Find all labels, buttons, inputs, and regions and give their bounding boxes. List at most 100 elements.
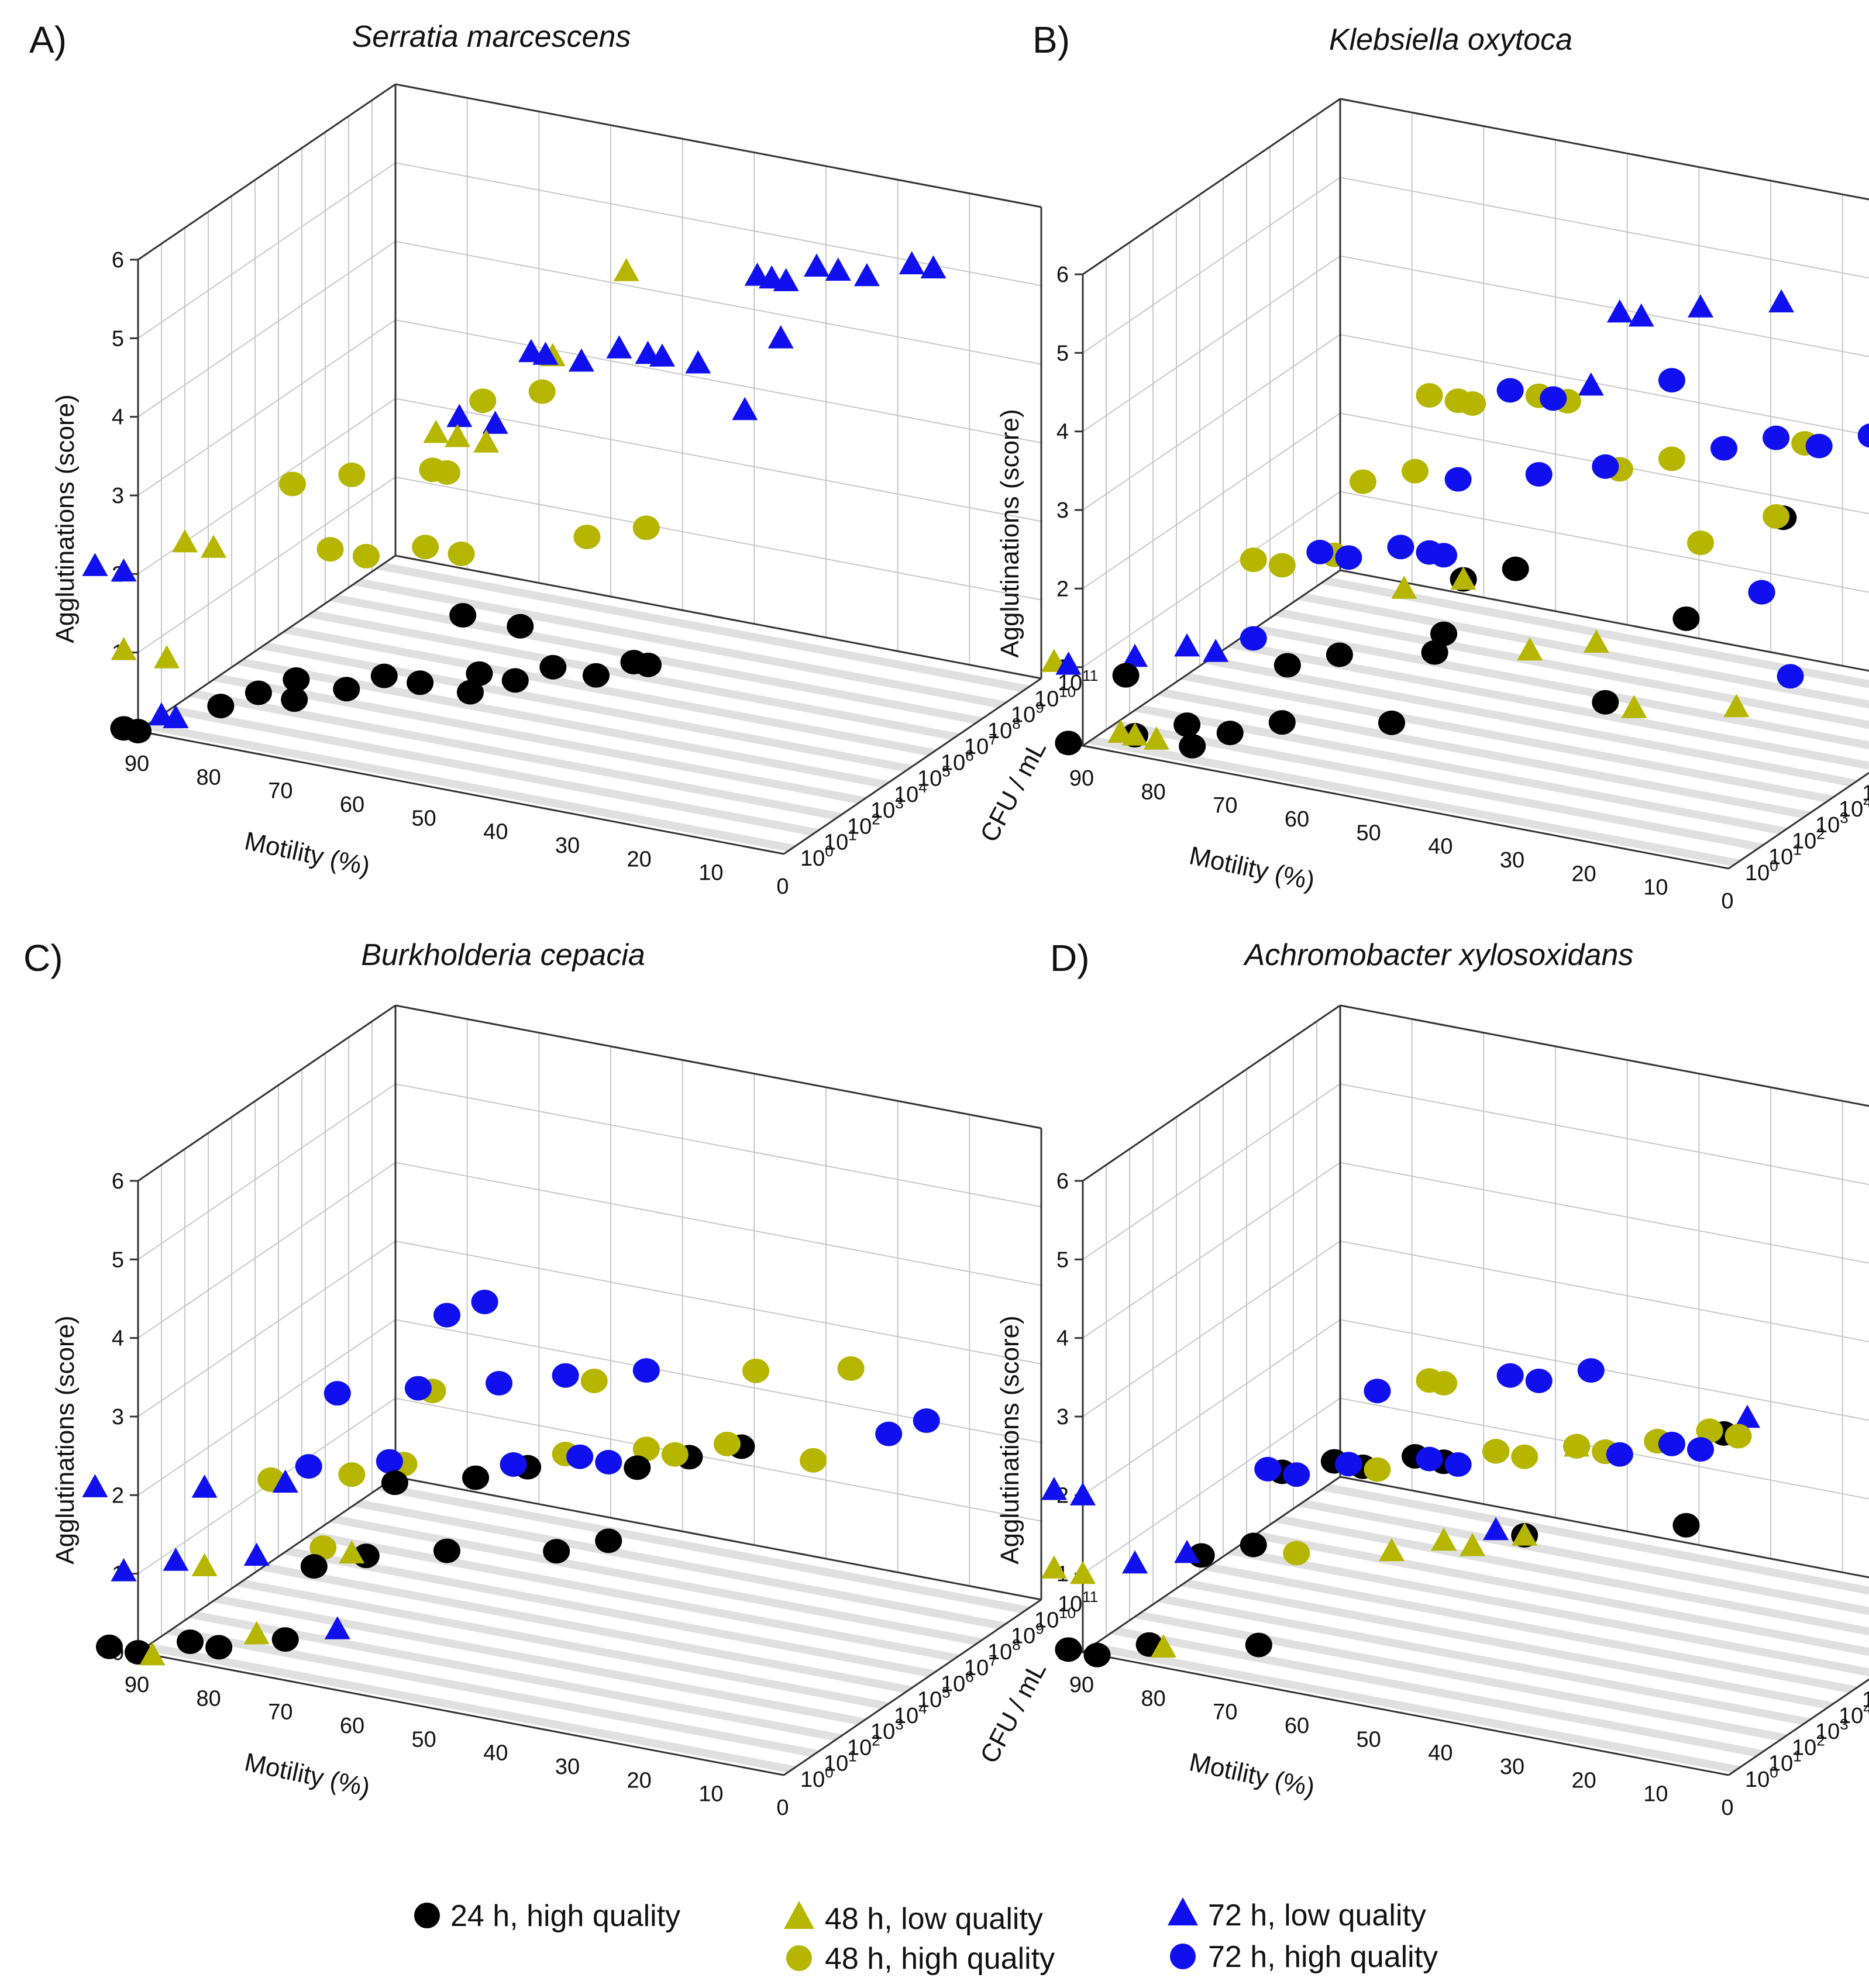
p1-x-tick-label: 0 [1721,889,1733,914]
p2-point-24-h-high-quality [433,1538,460,1563]
p2-point-72-h-high-quality [404,1376,432,1401]
p0-box-edge [395,83,1042,208]
p1-point-72-h-high-quality [1777,664,1804,689]
p2-point-24-h-high-quality [381,1470,408,1496]
p2-floor-stripe-9 [352,1500,1007,1629]
p1-x-axis-title: Motility (%) [1187,841,1317,895]
panel-d-letter: D) [1050,937,1090,979]
p3-sidewall-hgrid [1082,1319,1341,1496]
p1-backwall-hgrid [1340,334,1869,436]
p2-point-24-h-high-quality [271,1627,299,1652]
p0-z-tick-label: 101 [824,826,857,855]
p3-floor-stripe-0 [1086,1644,1741,1773]
p0-y-tick-label: 4 [112,405,124,430]
p1-point-48-h-low-quality [1450,566,1476,590]
p2-point-72-h-low-quality [191,1474,218,1498]
p3-point-72-h-high-quality [1364,1379,1391,1404]
p0-x-tick-label: 30 [555,833,580,858]
p0-point-24-h-high-quality [507,614,534,639]
p0-y-tick-label: 6 [112,248,124,273]
p1-x-tick-label: 40 [1428,835,1452,859]
p3-x-tick-label: 20 [1572,1768,1596,1793]
p0-point-72-h-low-quality [920,255,946,278]
p2-point-72-h-high-quality [566,1444,594,1469]
p1-point-24-h-high-quality [1502,556,1529,581]
p0-box-edge [783,677,1042,855]
p1-point-24-h-high-quality [1672,606,1700,631]
p2-point-48-h-high-quality [742,1358,769,1383]
p1-point-48-h-low-quality [1621,695,1647,718]
p1-point-24-h-high-quality [1216,721,1244,746]
panel-a: A) Serratia marcescens 01234569080706050… [29,19,1098,899]
p2-point-24-h-high-quality [177,1629,204,1655]
p1-point-72-h-high-quality [1306,539,1334,564]
p0-sidewall-hgrid [137,240,396,418]
p0-sidewall-hgrid [137,319,396,496]
p2-point-24-h-high-quality [595,1528,622,1553]
p3-x-tick-label: 90 [1069,1673,1094,1697]
legend-label-24h-high: 24 h, high quality [450,1899,680,1933]
p3-backwall-hgrid [1340,1397,1869,1500]
legend-marker-48h-high [786,1945,812,1971]
p1-point-48-h-high-quality [1402,459,1429,484]
p2-backwall-hgrid [395,1397,1042,1522]
p0-backwall-hgrid [395,319,1042,443]
p3-sidewall-hgrid [1082,1083,1341,1260]
p3-backwall-hgrid [1340,1083,1869,1186]
p1-floor-stripe-0 [1086,737,1741,866]
p3-x-axis-title: Motility (%) [1187,1748,1317,1802]
p1-floor-stripe-9 [1297,593,1869,709]
p2-point-24-h-high-quality [543,1539,570,1564]
p1-floor-stripe-6 [1227,641,1869,770]
p1-x-tick-label: 10 [1643,876,1668,900]
p1-x-tick-label: 50 [1357,821,1381,845]
p2-z-tick-label: 1011 [1058,1588,1098,1617]
p0-point-48-h-low-quality [473,429,500,453]
p1-point-72-h-low-quality [1203,639,1229,662]
p1-box-edge [1728,771,1869,870]
p2-point-72-h-low-quality [243,1542,270,1566]
p0-floor-stripe-9 [352,578,1007,708]
p2-box-edge [783,1598,1042,1776]
p3-point-24-h-high-quality [1055,1637,1082,1662]
p2-point-72-h-high-quality [376,1449,403,1474]
p1-y-tick-label: 2 [1056,577,1069,601]
p2-point-72-h-high-quality [552,1363,579,1388]
p2-point-48-h-high-quality [837,1356,865,1381]
p3-floor-stripe-6 [1227,1548,1869,1677]
p1-point-48-h-high-quality [1459,391,1486,416]
panel-a-plot: 0123456908070605040302010010010110210310… [51,83,1098,899]
p2-box-edge [395,1476,1042,1601]
p2-x-tick-label: 40 [483,1741,508,1766]
p3-point-48-h-low-quality [1512,1522,1538,1546]
p2-x-tick-label: 30 [555,1755,580,1779]
p1-point-72-h-high-quality [1240,626,1267,651]
p3-point-72-h-high-quality [1335,1452,1362,1477]
p1-point-24-h-high-quality [1592,690,1619,715]
p3-x-tick-label: 80 [1141,1686,1166,1711]
p3-box-edge [1728,1678,1869,1776]
p1-point-48-h-low-quality [1391,576,1417,599]
p3-sidewall-hgrid [1082,1162,1341,1339]
p2-x-tick-label: 0 [776,1796,789,1820]
p3-point-72-h-low-quality [1041,1477,1067,1500]
p2-floor-stripe-5 [259,1563,914,1693]
p0-sidewall-hgrid [137,162,396,339]
p3-point-72-h-low-quality [1174,1539,1200,1563]
p0-point-72-h-low-quality [649,343,675,367]
p0-point-72-h-low-quality [899,251,925,274]
p2-box-edge [137,1004,396,1182]
p1-point-48-h-low-quality [1583,629,1609,653]
p1-point-72-h-high-quality [1525,462,1553,487]
p0-floor-stripe-0 [142,722,797,852]
p2-floor-stripe-1 [165,1627,820,1757]
p3-x-tick-label: 60 [1285,1714,1309,1738]
p1-point-72-h-high-quality [1658,368,1685,393]
p2-y-tick-label: 3 [112,1405,124,1429]
p3-point-48-h-low-quality [1379,1538,1405,1562]
panel-b: B) Klebsiella oxytoca 012345690807060504… [996,19,1869,914]
p1-point-72-h-low-quality [1122,643,1148,667]
p1-x-tick-label: 90 [1069,766,1094,791]
p2-point-48-h-high-quality [632,1436,660,1462]
p3-point-48-h-low-quality [1431,1527,1457,1551]
